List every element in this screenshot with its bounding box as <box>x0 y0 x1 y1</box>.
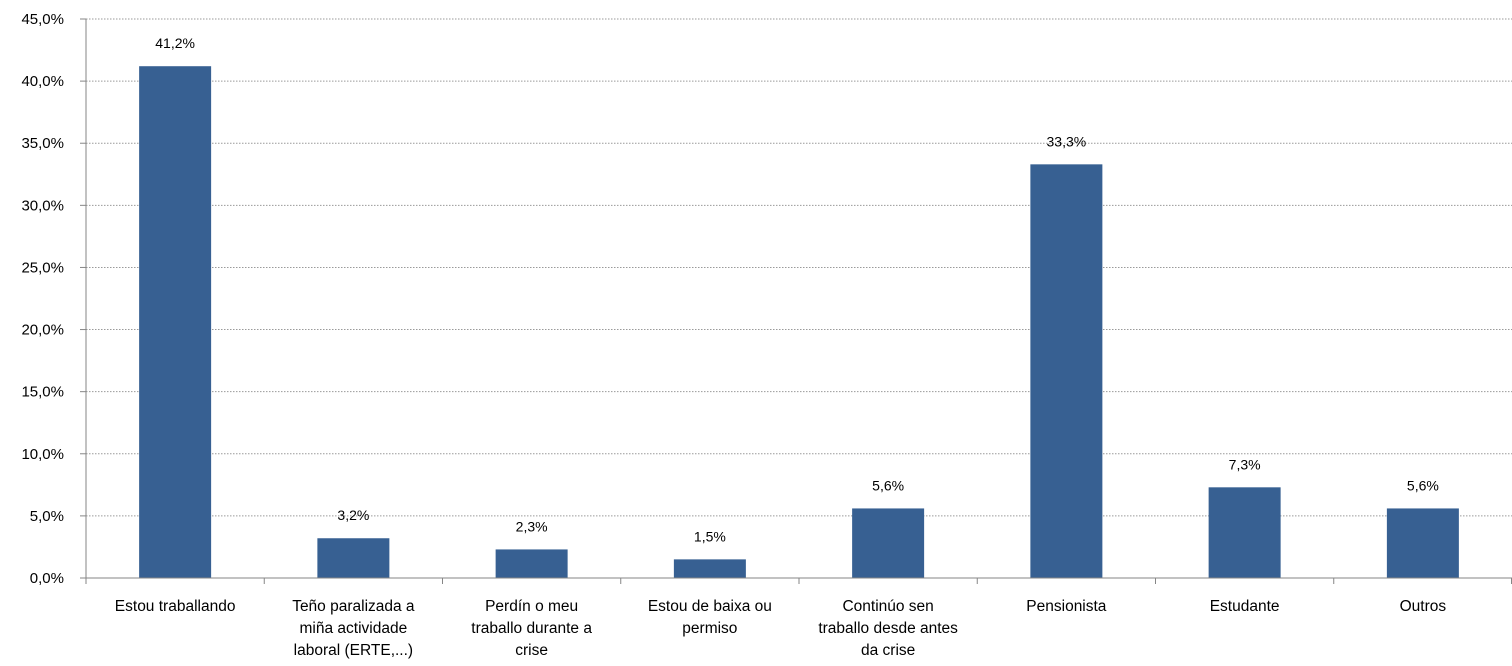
data-label: 7,3% <box>1229 456 1261 472</box>
bar <box>139 66 212 579</box>
x-category-label: Estou de baixa ou permiso <box>648 598 772 637</box>
data-label: 3,2% <box>337 507 369 523</box>
x-category-label: Perdín o meu traballo durante a crise <box>471 598 592 659</box>
bars <box>139 66 1459 579</box>
data-label: 1,5% <box>694 528 726 544</box>
x-category-label: Teño paralizada a miña actividade laboral … <box>292 598 415 659</box>
x-category-label: Outros <box>1400 598 1447 615</box>
y-tick-label: 45,0% <box>21 11 64 28</box>
bar <box>673 559 746 578</box>
bar <box>495 549 568 578</box>
x-category-label: Pensionista <box>1026 598 1107 615</box>
y-tick-label: 20,0% <box>21 322 64 339</box>
gridlines <box>86 18 1512 517</box>
y-tick-label: 0,0% <box>30 570 64 587</box>
y-tick-label: 5,0% <box>30 508 64 525</box>
y-tick-label: 10,0% <box>21 446 64 463</box>
y-tick-label: 35,0% <box>21 135 64 152</box>
data-label: 5,6% <box>1407 477 1439 493</box>
axes <box>80 18 1512 584</box>
y-tick-label: 25,0% <box>21 259 64 276</box>
bar <box>1208 487 1281 578</box>
bar <box>1386 508 1459 578</box>
data-labels: 41,2% 3,2% 2,3% 1,5% 5,6% 33,3% 7,3% 5,6% <box>155 35 1439 544</box>
data-label: 33,3% <box>1047 133 1087 149</box>
x-category-labels: Estou traballando Teño paralizada a miña a… <box>115 598 1447 659</box>
y-tick-label: 30,0% <box>21 197 64 214</box>
bar <box>317 538 390 578</box>
x-category-label: Estudante <box>1210 598 1280 615</box>
y-tick-labels: 0,0% 5,0% 10,0% 15,0% 20,0% 25,0% 30,0% 35,0% 40… <box>21 11 64 587</box>
x-category-label: Estou traballando <box>115 598 236 615</box>
data-label: 5,6% <box>872 477 904 493</box>
data-label: 41,2% <box>155 35 195 51</box>
y-tick-label: 40,0% <box>21 73 64 90</box>
data-label: 2,3% <box>516 518 548 534</box>
bar <box>852 508 925 578</box>
bar <box>1030 164 1103 578</box>
y-tick-label: 15,0% <box>21 384 64 401</box>
x-category-label: Continúo sen traballo desde antes da crise <box>818 598 958 659</box>
